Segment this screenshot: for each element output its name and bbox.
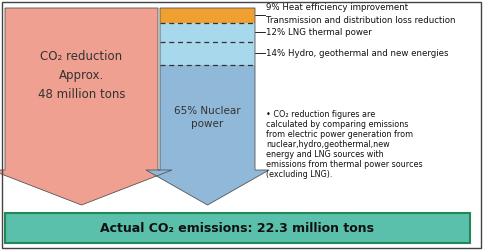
Text: 9% Heat efficiency improvement: 9% Heat efficiency improvement	[266, 3, 408, 12]
Bar	[5, 213, 470, 243]
Text: emissions from thermal power sources: emissions from thermal power sources	[266, 160, 423, 169]
Bar	[160, 8, 255, 22]
Polygon shape	[0, 8, 172, 205]
Text: 12% LNG thermal power: 12% LNG thermal power	[266, 28, 372, 37]
Text: calculated by comparing emissions: calculated by comparing emissions	[266, 120, 408, 129]
Text: 65% Nuclear
power: 65% Nuclear power	[174, 106, 241, 129]
Text: from electric power generation from: from electric power generation from	[266, 130, 413, 139]
Text: Transmission and distribution loss reduction: Transmission and distribution loss reduc…	[266, 16, 455, 25]
Text: 14% Hydro, geothermal and new energies: 14% Hydro, geothermal and new energies	[266, 49, 449, 58]
Text: energy and LNG sources with: energy and LNG sources with	[266, 150, 384, 159]
Text: Actual CO₂ emissions: 22.3 million tons: Actual CO₂ emissions: 22.3 million tons	[100, 222, 374, 234]
Text: CO₂ reduction
Approx.
48 million tons: CO₂ reduction Approx. 48 million tons	[38, 50, 125, 100]
Text: nuclear,hydro,geothermal,new: nuclear,hydro,geothermal,new	[266, 140, 390, 149]
Text: (excluding LNG).: (excluding LNG).	[266, 170, 332, 179]
Polygon shape	[146, 8, 269, 205]
Bar	[160, 22, 255, 65]
Text: • CO₂ reduction figures are: • CO₂ reduction figures are	[266, 110, 375, 119]
